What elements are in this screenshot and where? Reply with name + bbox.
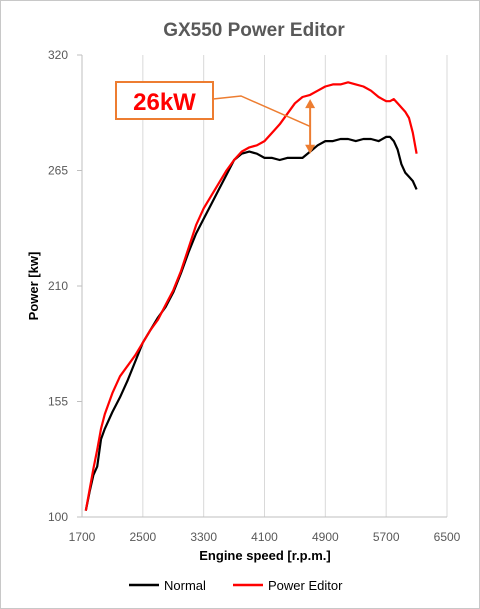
x-tick-label: 4900 bbox=[312, 530, 339, 544]
series-lines bbox=[84, 81, 418, 511]
gain-annotation: 26kW bbox=[115, 81, 316, 154]
x-tick-label: 6500 bbox=[434, 530, 461, 544]
series-line-power-editor bbox=[84, 81, 418, 511]
y-axis-title: Power [kw] bbox=[26, 252, 41, 321]
x-tick-label: 1700 bbox=[69, 530, 96, 544]
gain-arrow-head-bottom bbox=[305, 144, 316, 154]
y-tick-label: 320 bbox=[48, 48, 68, 62]
x-tick-label: 4100 bbox=[251, 530, 278, 544]
y-tick-label: 265 bbox=[48, 164, 68, 178]
y-tick-label: 155 bbox=[48, 395, 68, 409]
y-tick-label: 100 bbox=[48, 510, 68, 524]
series-line-normal bbox=[84, 135, 418, 511]
gain-callout-box bbox=[115, 81, 214, 120]
x-tick-label: 5700 bbox=[373, 530, 400, 544]
x-axis-title: Engine speed [r.p.m.] bbox=[199, 548, 330, 563]
gain-callout-label: 26kW bbox=[133, 89, 196, 116]
callout-leader bbox=[212, 95, 311, 128]
tick-labels: 1700 2500 3300 4100 4900 5700 6500 100 155 210 265… bbox=[48, 48, 461, 544]
chart-title: GX550 Power Editor bbox=[163, 20, 345, 41]
y-tick-label: 210 bbox=[48, 279, 68, 293]
legend-label-normal: Normal bbox=[164, 578, 206, 593]
gain-arrow-head-top bbox=[305, 99, 316, 109]
x-tick-label: 3300 bbox=[190, 530, 217, 544]
x-tick-label: 2500 bbox=[129, 530, 156, 544]
legend-label-power-editor: Power Editor bbox=[268, 578, 343, 593]
grid-lines bbox=[77, 54, 448, 518]
legend: Normal Power Editor bbox=[129, 578, 343, 593]
